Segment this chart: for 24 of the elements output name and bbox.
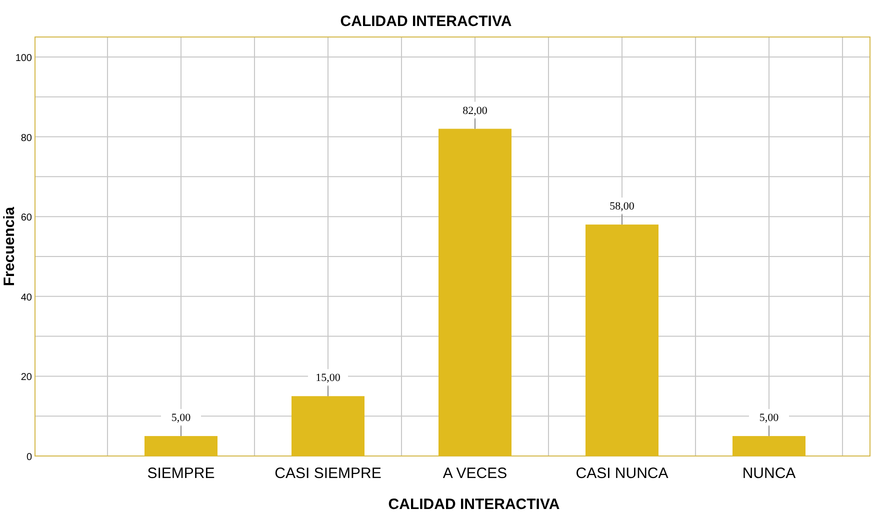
bar (586, 224, 658, 456)
data-label: 82,00 (462, 104, 488, 117)
y-tick-label: 80 (20, 132, 32, 144)
data-label: 5,00 (759, 412, 780, 424)
bar (438, 128, 512, 456)
data-label: 15,00 (316, 372, 341, 384)
x-tick-label: CASI SIEMPRE (274, 465, 382, 482)
data-label: 5,00 (171, 412, 192, 424)
chart-title: CALIDAD INTERACTIVA (340, 13, 512, 30)
x-tick-label: NUNCA (742, 465, 796, 482)
x-axis-title: CALIDAD INTERACTIVA (388, 496, 560, 513)
bar (732, 436, 806, 456)
y-tick-label: 20 (20, 372, 32, 384)
x-tick-label: CASI NUNCA (576, 465, 668, 482)
x-tick-label: A VECES (442, 465, 508, 482)
y-tick-label: 0 (26, 452, 32, 463)
y-tick-label: 40 (20, 292, 32, 304)
y-tick-label: 100 (15, 52, 32, 64)
data-label: 58,00 (610, 200, 635, 213)
y-tick-label: 60 (20, 212, 32, 224)
bar (292, 396, 364, 456)
bar (144, 436, 218, 456)
x-tick-label: SIEMPRE (147, 465, 215, 482)
y-axis-title: Frecuencia (1, 206, 18, 286)
